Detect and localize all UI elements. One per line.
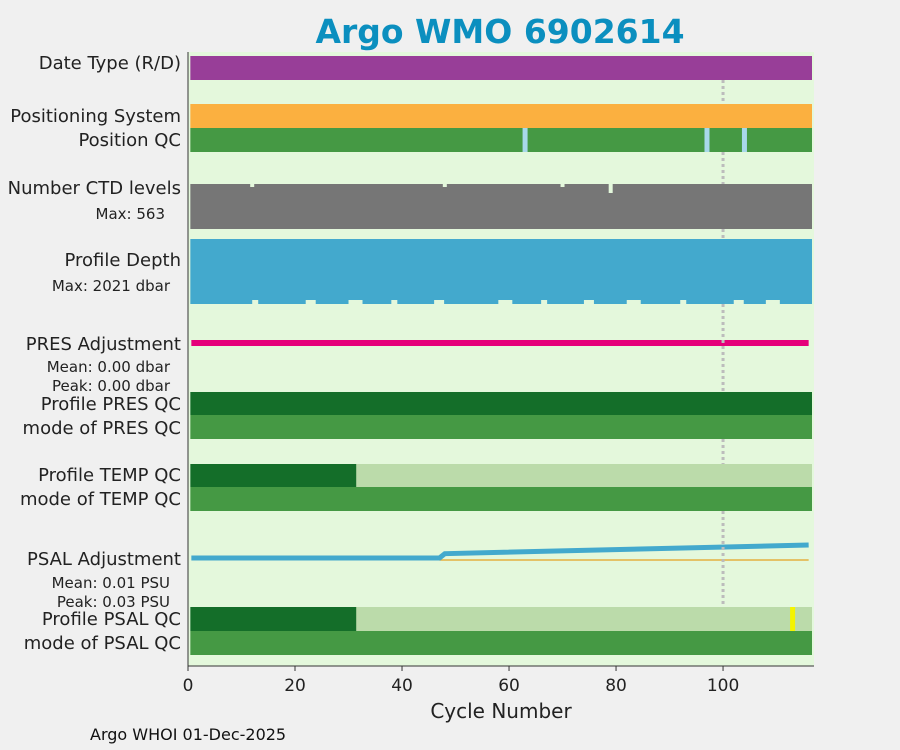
x-tick-label: 80 <box>605 676 627 696</box>
depth-notch <box>583 300 594 304</box>
ctd-notch <box>250 184 255 187</box>
row-label: PSAL Adjustment <box>27 549 181 570</box>
bar-segment <box>190 392 812 415</box>
x-tick-label: 20 <box>284 676 306 696</box>
row-label: Profile PSAL QC <box>42 609 181 630</box>
psal-adjustment-line <box>191 542 809 561</box>
plot-area <box>188 52 814 666</box>
chart-title: Argo WMO 6902614 <box>0 12 900 51</box>
row-label: mode of PRES QC <box>23 418 181 439</box>
bar-segment <box>190 487 812 511</box>
bar-segment <box>190 56 812 80</box>
depth-notch <box>434 300 445 304</box>
ctd-max-label: Max: 563 <box>96 205 165 223</box>
row-label: Profile TEMP QC <box>38 465 181 486</box>
depth-notch <box>391 300 398 304</box>
psal-peak-label: Peak: 0.03 PSU <box>57 593 170 611</box>
x-tick-label: 100 <box>707 676 739 696</box>
row-label: Profile Depth <box>64 250 181 271</box>
bar-segment <box>190 464 358 487</box>
depth-max-label: Max: 2021 dbar <box>52 277 171 295</box>
pres-mean-label: Mean: 0.00 dbar <box>47 358 171 376</box>
depth-notch <box>348 300 363 304</box>
x-tick-label: 60 <box>498 676 520 696</box>
row-label: Positioning System <box>10 106 181 127</box>
qc-gap-mark <box>704 128 710 152</box>
bar-segment <box>190 239 812 304</box>
pres-peak-label: Peak: 0.00 dbar <box>52 377 171 395</box>
bar-segment <box>190 415 812 439</box>
depth-notch <box>252 300 259 304</box>
bar-segment <box>356 607 812 631</box>
depth-notch <box>733 300 744 304</box>
bar-segment <box>190 184 812 229</box>
bar-segment <box>190 104 812 128</box>
footer-credit: Argo WHOI 01-Dec-2025 <box>90 725 287 744</box>
bar-segment <box>190 607 358 631</box>
row-label: Profile PRES QC <box>41 394 181 415</box>
row-label: Date Type (R/D) <box>39 53 181 74</box>
chart-title-text: Argo WMO 6902614 <box>315 12 685 51</box>
x-tick-label: 0 <box>183 676 194 696</box>
depth-notch <box>305 300 316 304</box>
row-label: Number CTD levels <box>8 178 181 199</box>
qc-flag-mark <box>790 607 796 631</box>
bar-segment <box>190 631 812 655</box>
ctd-notch <box>608 184 613 193</box>
bar-segment <box>356 464 812 487</box>
psal-mean-label: Mean: 0.01 PSU <box>52 574 170 592</box>
row-label: mode of PSAL QC <box>24 633 181 654</box>
bar-segment <box>190 128 812 152</box>
qc-gap-mark <box>522 128 528 152</box>
depth-notch <box>626 300 641 304</box>
ctd-notch <box>560 184 565 187</box>
x-tick-label: 40 <box>391 676 413 696</box>
x-axis-label: Cycle Number <box>430 699 572 723</box>
depth-notch <box>541 300 548 304</box>
row-label: mode of TEMP QC <box>20 489 181 510</box>
qc-gap-mark <box>741 128 747 152</box>
row-label: Position QC <box>78 130 181 151</box>
depth-notch <box>680 300 687 304</box>
ctd-notch <box>442 184 447 187</box>
depth-notch <box>765 300 780 304</box>
depth-notch <box>498 300 513 304</box>
row-label: PRES Adjustment <box>26 334 181 355</box>
